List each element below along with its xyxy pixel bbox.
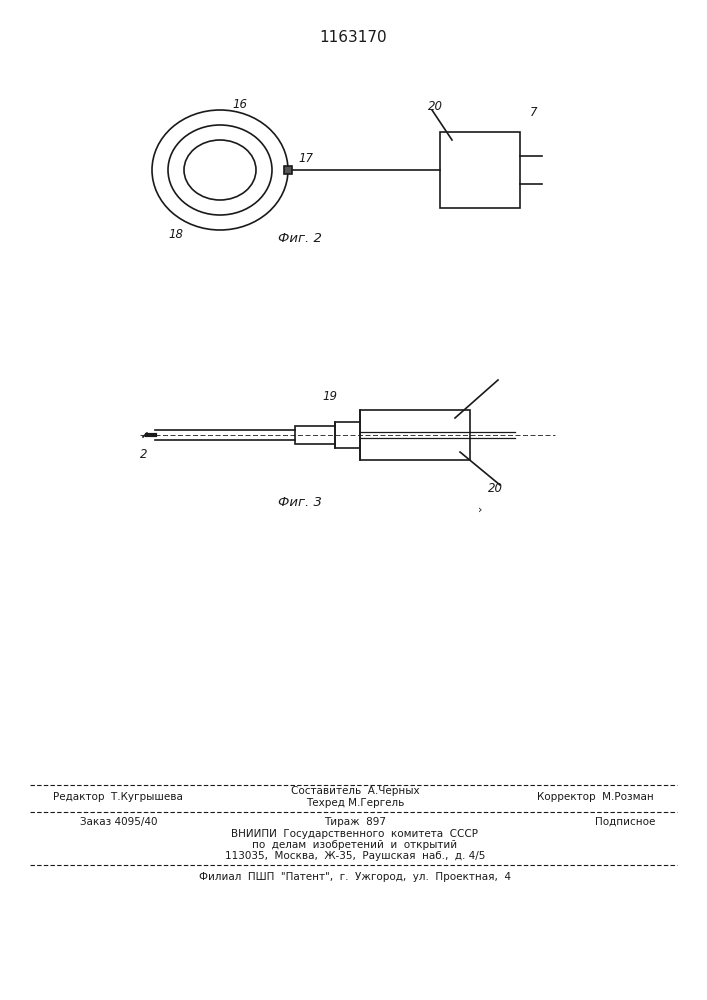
Text: Фиг. 2: Фиг. 2: [278, 232, 322, 244]
Text: Фиг. 3: Фиг. 3: [278, 495, 322, 508]
Text: 2: 2: [139, 448, 147, 462]
Text: 20: 20: [488, 482, 503, 494]
Text: 113035,  Москва,  Ж-35,  Раушская  наб.,  д. 4/5: 113035, Москва, Ж-35, Раушская наб., д. …: [225, 851, 485, 861]
Bar: [284, 166, 292, 174]
Text: Заказ 4095/40: Заказ 4095/40: [80, 817, 158, 827]
Text: Тираж  897: Тираж 897: [324, 817, 386, 827]
Text: Техред М.Гергель: Техред М.Гергель: [306, 798, 404, 808]
Text: Редактор  Т.Кугрышева: Редактор Т.Кугрышева: [53, 792, 183, 802]
Bar: [440, 132, 520, 208]
Text: ›: ›: [478, 505, 482, 515]
Text: 20: 20: [428, 100, 443, 112]
Text: Составитель  А.Черных: Составитель А.Черных: [291, 786, 419, 796]
Text: 7: 7: [530, 105, 537, 118]
Text: Корректор  М.Розман: Корректор М.Розман: [537, 792, 653, 802]
Text: 16: 16: [232, 99, 247, 111]
Bar: [335, 422, 360, 448]
Text: Подписное: Подписное: [595, 817, 655, 827]
Text: Филиал  ПШП  "Патент",  г.  Ужгород,  ул.  Проектная,  4: Филиал ПШП "Патент", г. Ужгород, ул. Про…: [199, 872, 511, 882]
Text: 17: 17: [298, 151, 313, 164]
Text: 1163170: 1163170: [319, 29, 387, 44]
Text: по  делам  изобретений  и  открытий: по делам изобретений и открытий: [252, 840, 457, 850]
Text: ВНИИПИ  Государственного  комитета  СССР: ВНИИПИ Государственного комитета СССР: [231, 829, 479, 839]
Text: 19: 19: [322, 390, 337, 403]
Bar: [360, 410, 470, 460]
Bar: [295, 426, 335, 444]
Text: 18: 18: [168, 229, 183, 241]
